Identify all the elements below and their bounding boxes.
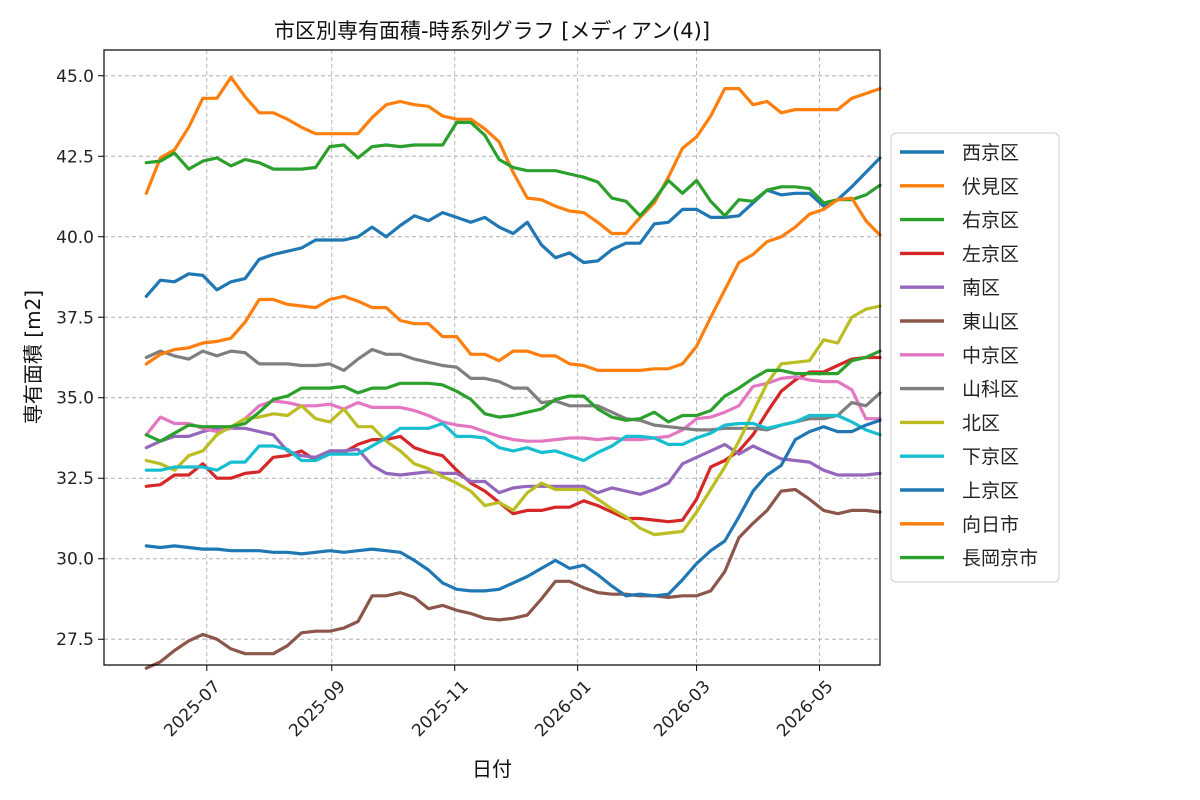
legend-label: 左京区 <box>962 243 1019 265</box>
legend-label: 上京区 <box>962 480 1019 502</box>
y-tick-label: 42.5 <box>56 147 94 167</box>
legend-label: 北区 <box>962 412 1000 434</box>
series-layer <box>144 75 882 670</box>
series-line-10 <box>144 413 882 472</box>
legend-label: 中京区 <box>962 345 1019 367</box>
legend-label: 下京区 <box>962 446 1019 468</box>
series-line-8 <box>144 347 882 432</box>
series-line-2 <box>144 75 882 236</box>
series-line-3 <box>144 120 882 218</box>
y-axis-title: 専有面積 [m2] <box>21 290 45 424</box>
y-tick-label: 27.5 <box>56 630 94 650</box>
plot-frame <box>103 49 881 666</box>
legend-label: 伏見区 <box>962 176 1019 198</box>
y-tick-label: 45.0 <box>56 67 94 87</box>
series-line-5 <box>144 426 882 496</box>
legend-box <box>890 132 1060 583</box>
series-line-6 <box>144 487 882 670</box>
y-tick-label: 37.5 <box>56 308 94 328</box>
series-line-9 <box>144 304 882 537</box>
x-axis-title: 日付 <box>472 757 512 781</box>
y-tick-label: 40.0 <box>56 228 94 248</box>
legend-label: 西京区 <box>962 142 1019 164</box>
chart-title: 市区別専有面積-時系列グラフ [メディアン(4)] <box>274 19 710 43</box>
legend-label: 南区 <box>962 277 1000 299</box>
series-line-11 <box>144 418 882 598</box>
y-tick-label: 30.0 <box>56 550 94 570</box>
legend-label: 右京区 <box>962 210 1019 232</box>
legend-label: 向日市 <box>962 514 1019 536</box>
legend-label: 東山区 <box>962 311 1019 333</box>
series-line-13 <box>144 349 882 443</box>
legend-label: 山科区 <box>962 379 1019 401</box>
y-tick-label: 35.0 <box>56 389 94 409</box>
series-line-12 <box>144 196 882 372</box>
y-axis: 27.5 30.0 32.5 35.0 37.5 40.0 42.5 45.0 <box>56 67 104 650</box>
legend-label: 長岡京市 <box>962 548 1038 570</box>
y-tick-label: 32.5 <box>56 469 94 489</box>
